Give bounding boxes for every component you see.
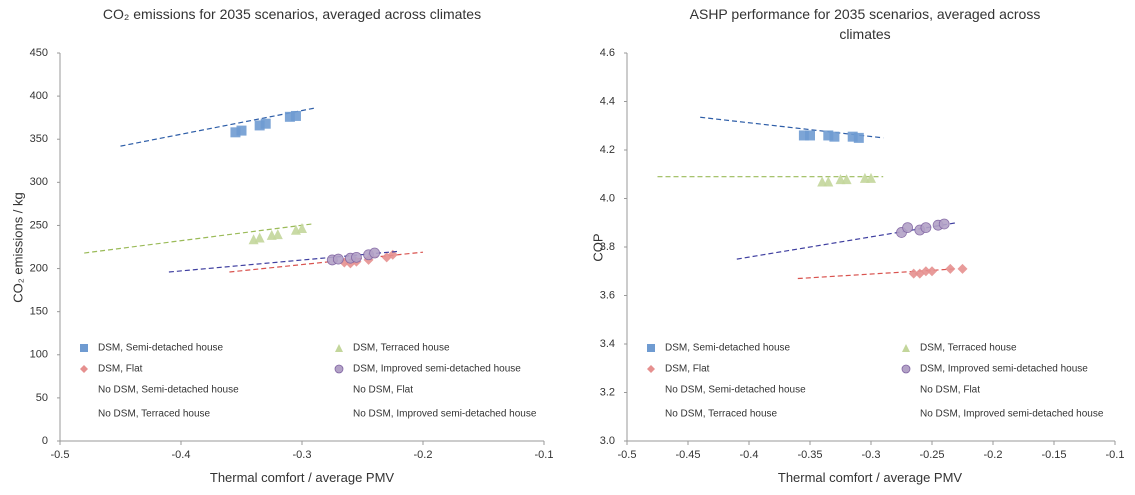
y-tick-label: 3.0 xyxy=(600,435,615,447)
y-tick-label: 100 xyxy=(30,349,48,361)
y-tick-label: 4.2 xyxy=(600,144,615,156)
marker xyxy=(284,111,295,122)
y-axis-label: CO₂ emissions / kg xyxy=(10,192,26,303)
marker xyxy=(254,120,265,131)
marker xyxy=(957,263,968,274)
x-tick-label: -0.5 xyxy=(51,449,70,461)
trendline xyxy=(120,107,315,147)
marker xyxy=(927,266,937,277)
x-tick-label: -0.35 xyxy=(797,449,822,461)
marker xyxy=(829,131,840,142)
marker xyxy=(230,127,241,138)
legend-label: DSM, Flat xyxy=(98,364,143,375)
x-tick-label: -0.3 xyxy=(862,449,881,461)
y-tick-label: 400 xyxy=(30,90,48,102)
marker xyxy=(945,263,956,274)
chart-title: CO₂ emissions for 2035 scenarios, averag… xyxy=(102,6,482,22)
legend-marker xyxy=(647,344,655,352)
y-tick-label: 0 xyxy=(42,435,48,447)
y-tick-label: 300 xyxy=(30,176,48,188)
y-tick-label: 250 xyxy=(30,219,48,231)
marker xyxy=(853,132,864,143)
chart-title: ASHP performance for 2035 scenarios, ave… xyxy=(689,6,1041,42)
marker xyxy=(920,222,932,234)
y-axis-label: COP xyxy=(590,233,606,262)
marker xyxy=(290,110,301,121)
y-tick-label: 4.0 xyxy=(600,192,615,204)
marker xyxy=(805,130,815,141)
x-tick-label: -0.3 xyxy=(293,449,312,461)
marker xyxy=(823,176,834,187)
marker xyxy=(841,174,852,185)
x-tick-label: -0.1 xyxy=(535,449,554,461)
marker xyxy=(902,222,913,234)
x-axis-label: Thermal comfort / average PMV xyxy=(777,470,963,485)
legend-label: DSM, Terraced house xyxy=(920,343,1017,354)
marker xyxy=(938,218,950,230)
marker xyxy=(798,130,809,141)
x-tick-label: -0.2 xyxy=(984,449,1003,461)
legend-label: DSM, Semi-detached house xyxy=(98,343,224,354)
legend-label: DSM, Improved semi-detached house xyxy=(353,364,521,375)
legend-label: No DSM, Improved semi-detached house xyxy=(920,409,1104,420)
legend-marker xyxy=(80,365,88,373)
marker xyxy=(908,268,919,279)
x-tick-label: -0.15 xyxy=(1041,449,1066,461)
x-tick-label: -0.25 xyxy=(919,449,944,461)
legend-label: No DSM, Flat xyxy=(353,385,413,396)
legend-label: No DSM, Flat xyxy=(920,385,980,396)
y-tick-label: 4.6 xyxy=(600,47,615,59)
marker xyxy=(866,172,876,183)
x-axis-label: Thermal comfort / average PMV xyxy=(209,470,395,485)
y-tick-label: 450 xyxy=(30,47,48,59)
marker xyxy=(236,125,247,136)
y-tick-label: 3.8 xyxy=(600,241,615,253)
legend-marker xyxy=(80,344,88,352)
x-tick-label: -0.4 xyxy=(740,449,759,461)
marker xyxy=(823,130,834,141)
legend-marker xyxy=(902,344,910,352)
y-tick-label: 3.6 xyxy=(600,289,615,301)
legend-label: No DSM, Semi-detached house xyxy=(98,385,239,396)
legend-label: No DSM, Terraced house xyxy=(98,409,211,420)
marker xyxy=(847,131,858,142)
legend-label: DSM, Terraced house xyxy=(353,343,450,354)
y-tick-label: 4.4 xyxy=(600,95,615,107)
marker xyxy=(920,266,931,277)
legend-label: No DSM, Improved semi-detached house xyxy=(353,409,537,420)
marker xyxy=(381,252,392,263)
x-tick-label: -0.45 xyxy=(675,449,700,461)
legend-label: No DSM, Terraced house xyxy=(665,409,778,420)
legend-label: No DSM, Semi-detached house xyxy=(665,385,806,396)
x-tick-label: -0.2 xyxy=(414,449,433,461)
x-tick-label: -0.4 xyxy=(172,449,191,461)
legend-marker xyxy=(334,364,344,374)
marker xyxy=(351,251,362,263)
legend-marker xyxy=(647,365,655,373)
marker xyxy=(332,253,344,265)
x-tick-label: -0.5 xyxy=(618,449,637,461)
legend-marker xyxy=(335,344,343,352)
marker xyxy=(297,223,307,234)
legend-marker xyxy=(901,364,911,374)
y-tick-label: 50 xyxy=(36,392,48,404)
legend-label: DSM, Semi-detached house xyxy=(665,343,791,354)
legend-label: DSM, Flat xyxy=(665,364,710,375)
marker xyxy=(387,249,398,260)
y-tick-label: 350 xyxy=(30,133,48,145)
y-tick-label: 3.2 xyxy=(600,386,615,398)
marker xyxy=(260,118,271,129)
marker xyxy=(369,247,381,259)
y-tick-label: 150 xyxy=(30,306,48,318)
marker xyxy=(272,229,283,240)
y-tick-label: 200 xyxy=(30,262,48,274)
trendline xyxy=(84,223,315,254)
marker xyxy=(254,232,265,243)
x-tick-label: -0.1 xyxy=(1106,449,1125,461)
y-tick-label: 3.4 xyxy=(600,338,615,350)
legend-label: DSM, Improved semi-detached house xyxy=(920,364,1088,375)
